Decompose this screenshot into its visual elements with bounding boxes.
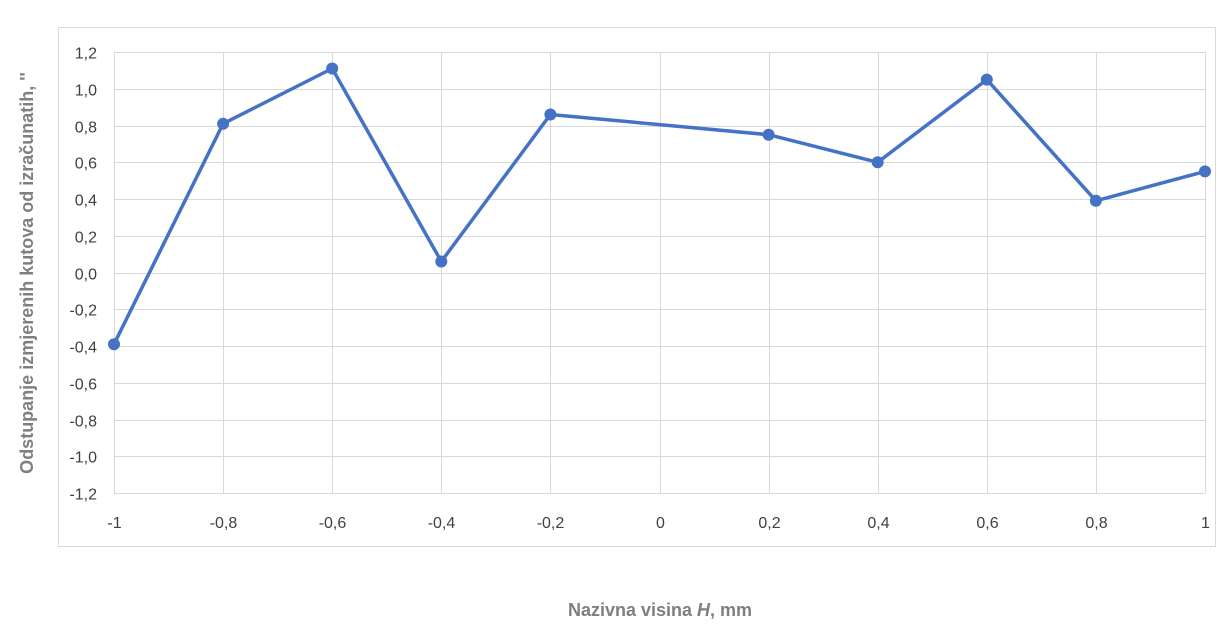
y-axis-title: Odstupanje izmjerenih kutova od izračuna… (17, 72, 37, 474)
x-tick-label: 0,4 (867, 515, 889, 532)
chart-frame (58, 27, 1216, 547)
data-point (980, 73, 993, 86)
y-tick-label: -0,6 (69, 377, 97, 394)
y-tick-label: 0,2 (75, 230, 97, 247)
x-tick-label: -0,8 (210, 515, 238, 532)
x-tick-label: -1 (107, 515, 121, 532)
x-axis-title: Nazivna visina H, mm (568, 600, 752, 620)
data-point (435, 255, 448, 268)
x-tick-label: 0,2 (758, 515, 780, 532)
x-axis-title-variable: H (697, 600, 711, 620)
y-tick-label: 0,8 (75, 120, 97, 137)
data-point (326, 62, 339, 75)
y-tick-label: 0,6 (75, 156, 97, 173)
y-tick-label: 1,0 (75, 83, 97, 100)
x-axis-title-suffix: , mm (710, 600, 752, 620)
x-tick-label: -0,2 (537, 515, 565, 532)
y-tick-label: 0,4 (75, 193, 97, 210)
data-point (544, 108, 557, 121)
y-tick-label: -0,4 (69, 340, 97, 357)
series (108, 62, 1211, 351)
x-tick-label: -0,4 (428, 515, 456, 532)
gridlines (114, 52, 1206, 494)
data-point (1199, 165, 1211, 178)
x-tick-label: 0,8 (1085, 515, 1107, 532)
y-tick-label: 0,0 (75, 267, 97, 284)
y-tick-label: -1,0 (69, 450, 97, 467)
data-point (762, 128, 775, 141)
data-point (108, 338, 120, 351)
y-tick-label: 1,2 (75, 46, 97, 63)
x-axis-title-prefix: Nazivna visina (568, 600, 697, 620)
data-point (1089, 194, 1102, 207)
data-point (871, 156, 884, 169)
y-tick-label: -0,2 (69, 303, 97, 320)
x-tick-label: 0,6 (976, 515, 998, 532)
series-line (112, 66, 1207, 346)
tick-labels: -1,2 -1,0 -0,8 -0,6 -0,4 -0,2 0,0 0,2 0,4 0,6 0,8 1… (69, 46, 1210, 533)
x-tick-label: -0,6 (319, 515, 347, 532)
data-point (217, 117, 230, 130)
x-tick-label: 1 (1201, 515, 1210, 532)
x-tick-label: 0 (656, 515, 665, 532)
y-tick-label: -0,8 (69, 414, 97, 431)
y-tick-label: -1,2 (69, 487, 97, 504)
